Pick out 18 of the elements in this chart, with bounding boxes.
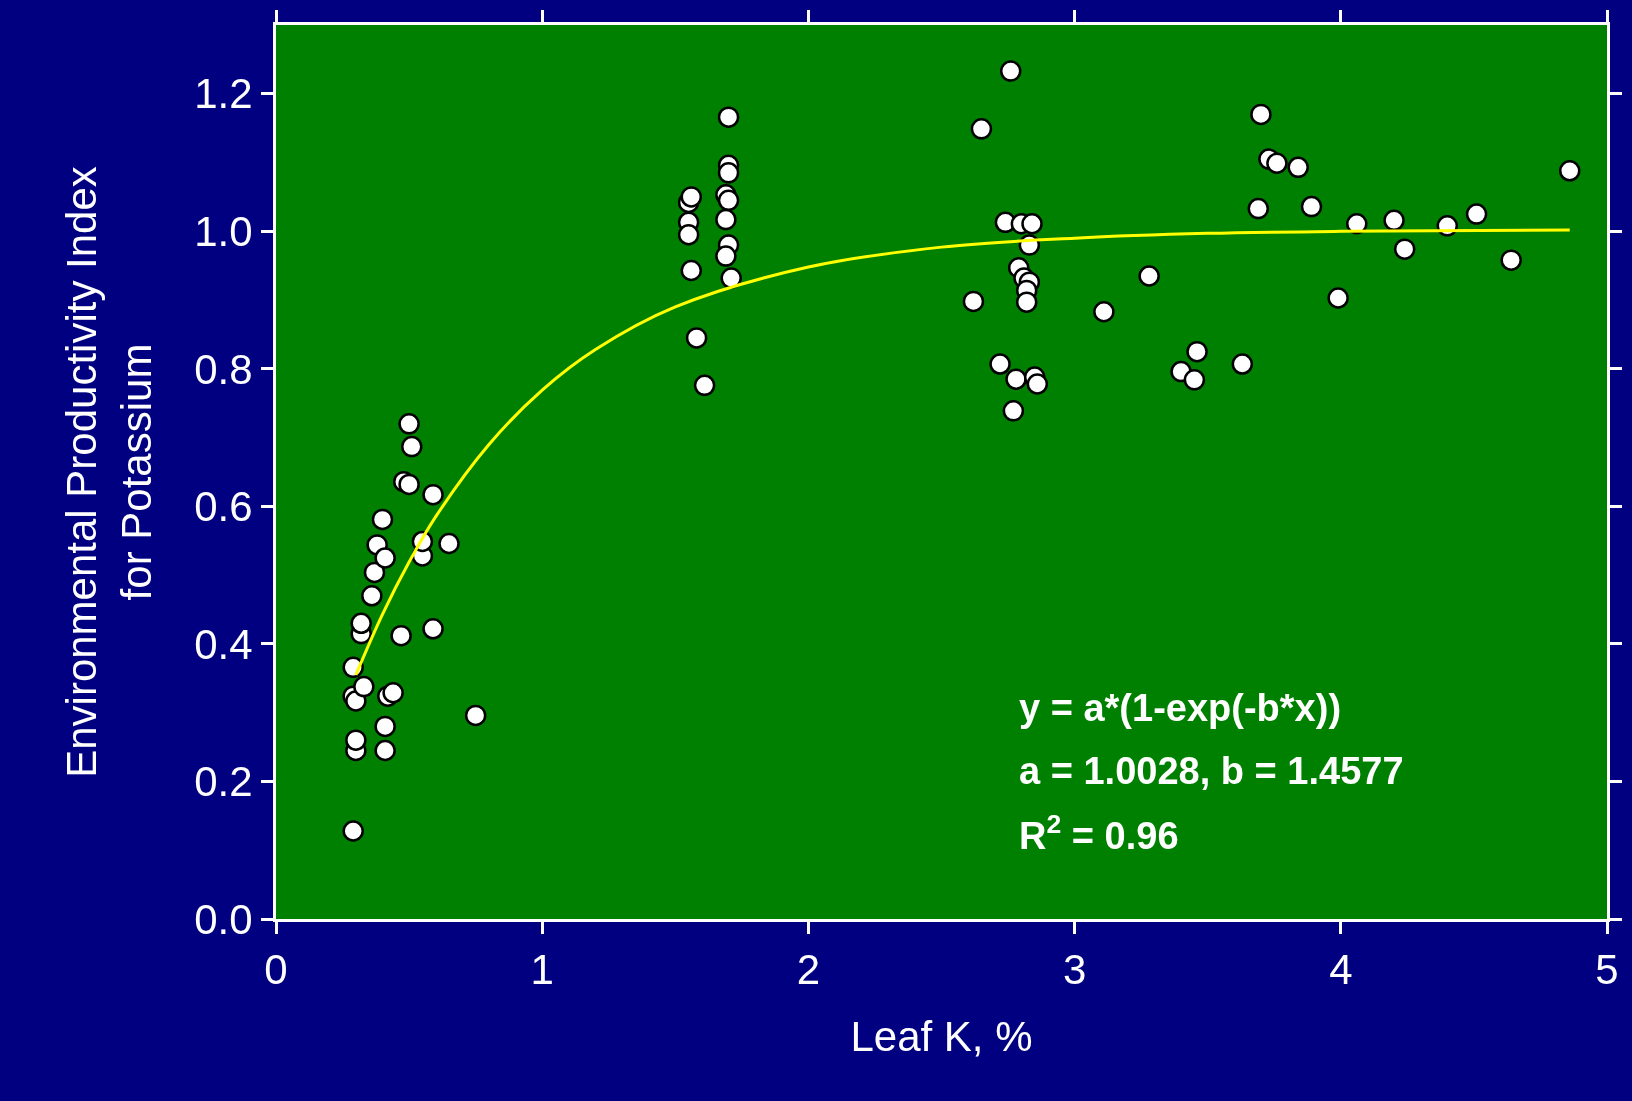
x-tick-label: 2 bbox=[796, 946, 821, 994]
x-tick-label: 3 bbox=[1062, 946, 1087, 994]
x-tick-label: 5 bbox=[1595, 946, 1619, 994]
y-tick-label: 0.4 bbox=[194, 620, 253, 668]
x-tick-label: 4 bbox=[1329, 946, 1353, 994]
y-tick-label: 0.8 bbox=[194, 345, 253, 393]
x-axis-title: Leaf K, % bbox=[850, 1013, 1033, 1061]
y-tick-label: 0.6 bbox=[194, 483, 253, 531]
y-axis-title: Environmental Productivity Index for Potassium bbox=[58, 166, 161, 778]
annotation: R$^{2}$ = 0.96 bbox=[1019, 809, 1179, 857]
y-tick-label: 1.2 bbox=[194, 70, 253, 118]
x-tick-label: 0 bbox=[264, 946, 288, 994]
annotation: a = 1.0028, b = 1.4577 bbox=[1019, 750, 1404, 792]
y-tick-label: 0.2 bbox=[194, 758, 253, 806]
y-tick-label: 0.0 bbox=[194, 895, 253, 943]
x-tick-label: 1 bbox=[530, 946, 554, 994]
annotation: y = a*(1-exp(-b*x)) bbox=[1019, 687, 1342, 729]
y-tick-label: 1.0 bbox=[194, 208, 253, 256]
